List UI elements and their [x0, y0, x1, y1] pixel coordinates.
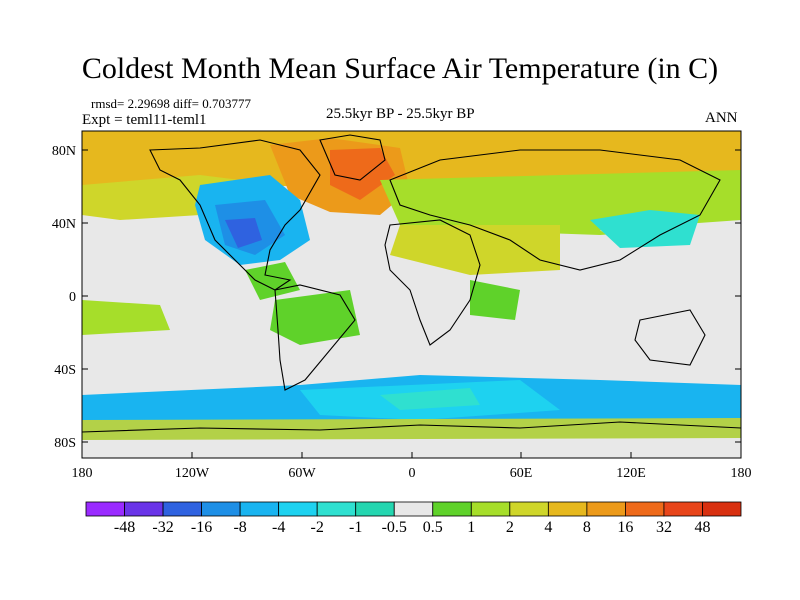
experiment-label: Expt = teml11-teml1 — [82, 112, 207, 128]
y-tick-label: 0 — [69, 290, 76, 305]
colorbar-label: -1 — [349, 519, 362, 536]
colorbar-label: 4 — [544, 519, 552, 536]
colorbar-label: 1 — [467, 519, 475, 536]
stats-label: rmsd= 2.29698 diff= 0.703777 — [91, 96, 251, 111]
x-tick-label: 120E — [616, 466, 646, 481]
colorbar-swatch — [355, 501, 395, 517]
colorbar-label: -48 — [114, 519, 135, 536]
eurasia-outline — [389, 149, 721, 271]
colorbar-swatch — [586, 501, 626, 517]
colorbar-swatch — [702, 501, 742, 517]
colorbar-label: -32 — [152, 519, 173, 536]
southern-ocean-weak-cooling — [380, 388, 480, 410]
x-tick-label: 60E — [510, 466, 533, 481]
y-tick-label: 80S — [54, 436, 76, 451]
central-america-warming — [245, 262, 300, 300]
antarctica-coastline — [82, 421, 741, 433]
east-pacific-warming — [82, 300, 170, 335]
colorbar-swatch — [278, 501, 318, 517]
colorbar-label: 32 — [656, 519, 672, 536]
colorbar-label: -2 — [311, 519, 324, 536]
y-tick-label: 40S — [54, 363, 76, 378]
colorbar-label: 8 — [583, 519, 591, 536]
colorbar-label: -0.5 — [382, 519, 407, 536]
y-tick-label: 40N — [52, 217, 76, 232]
north-pacific-cooling — [590, 210, 700, 248]
colorbar-swatch — [316, 501, 357, 517]
x-tick-label: 180 — [731, 466, 752, 481]
colorbar-swatch — [162, 501, 202, 517]
colorbar-swatch — [201, 501, 241, 517]
colorbar-swatch — [239, 501, 280, 517]
x-axis-ticks — [81, 452, 742, 458]
x-tick-label: 120W — [175, 466, 210, 481]
period-label: 25.5kyr BP - 25.5kyr BP — [326, 106, 475, 122]
colorbar-label: 16 — [617, 519, 633, 536]
colorbar-swatch — [393, 501, 434, 517]
colorbar-label: -4 — [272, 519, 285, 536]
south-america-warming — [270, 290, 360, 345]
colorbar-label: 48 — [694, 519, 710, 536]
colorbar-label: 0.5 — [423, 519, 443, 536]
season-label: ANN — [705, 110, 738, 126]
colorbar-swatch — [124, 501, 164, 517]
x-axis-labels: 180 120W 60W 0 60E 120E 180 — [72, 466, 752, 481]
south-america-outline — [274, 284, 356, 391]
colorbar-label: -8 — [233, 519, 246, 536]
north-america-outline — [149, 139, 321, 291]
colorbar-swatch — [547, 501, 588, 517]
antarctic-coast-warming — [82, 418, 741, 442]
colorbar-swatch — [509, 501, 549, 517]
colorbar-swatch — [470, 501, 511, 517]
plot-title: Coldest Month Mean Surface Air Temperatu… — [81, 52, 719, 85]
x-tick-label: 180 — [72, 466, 93, 481]
x-tick-label: 60W — [288, 466, 316, 481]
africa-outline — [384, 219, 481, 346]
australia-outline — [634, 309, 706, 366]
y-tick-label: 80N — [52, 144, 76, 159]
indian-ocean-warming — [470, 280, 520, 320]
y-axis-ticks — [82, 149, 741, 443]
colorbar: -48 -32 -16 -8 -4 -2 -1 -0.5 0.5 1 2 4 8 16 32 48 — [85, 501, 742, 536]
colorbar-swatch — [663, 501, 703, 517]
north-america-core-cooling — [225, 218, 262, 248]
colorbar-swatch — [85, 501, 125, 517]
greenland-outline — [319, 134, 386, 181]
colorbar-label: 2 — [506, 519, 514, 536]
colorbar-label: -16 — [191, 519, 212, 536]
greenland-sea-hotspot — [330, 148, 395, 200]
continent-outlines — [82, 134, 741, 433]
x-tick-label: 0 — [409, 466, 416, 481]
colorbar-swatch — [432, 501, 472, 517]
colorbar-swatch — [625, 501, 665, 517]
antarctica-neutral — [82, 438, 741, 458]
y-axis-labels: 80N 40N 0 40S 80S — [52, 144, 76, 451]
